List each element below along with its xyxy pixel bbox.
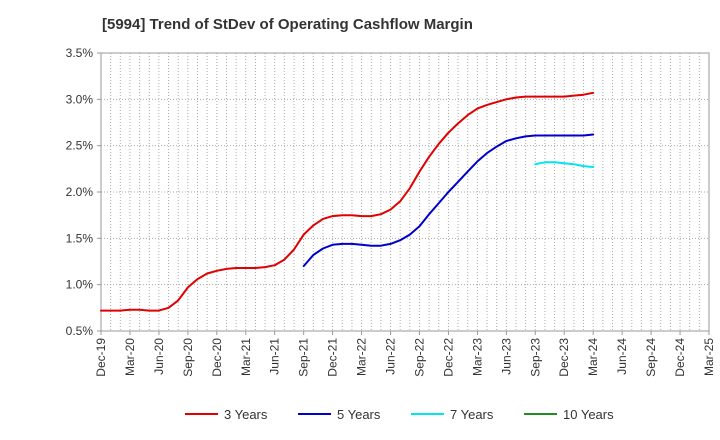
series-line-5-years <box>302 133 595 268</box>
y-tick-label: 2.5% <box>66 139 94 153</box>
y-tick-label: 2.0% <box>66 185 94 199</box>
grid <box>101 53 709 331</box>
x-tick-label: Mar-25 <box>702 338 716 376</box>
legend-label-5-years: 5 Years <box>337 407 381 422</box>
x-tick-label: Sep-21 <box>297 338 311 377</box>
x-tick-label: Sep-22 <box>412 338 426 377</box>
x-tick-label: Mar-22 <box>355 338 369 376</box>
legend: 3 Years 5 Years 7 Years 10 Years <box>185 407 614 422</box>
series-line-7-years <box>534 161 595 168</box>
x-tick-label: Dec-24 <box>673 338 687 377</box>
x-tick-label: Jun-20 <box>152 338 166 375</box>
x-tick-label: Jun-21 <box>268 338 282 375</box>
x-tick-label: Sep-24 <box>644 338 658 377</box>
y-axis: 0.5% 1.0% 1.5% 2.0% 2.5% 3.0% 3.5% <box>66 46 101 338</box>
x-tick-label: Dec-19 <box>94 338 108 377</box>
y-tick-label: 3.5% <box>66 46 94 60</box>
legend-label-3-years: 3 Years <box>224 407 268 422</box>
x-tick-label: Dec-20 <box>210 338 224 377</box>
series-lines <box>100 91 595 312</box>
legend-label-10-years: 10 Years <box>563 407 614 422</box>
y-tick-label: 1.0% <box>66 278 94 292</box>
x-tick-label: Mar-21 <box>239 338 253 376</box>
x-tick-label: Mar-24 <box>586 338 600 376</box>
x-axis: Dec-19 Mar-20 Jun-20 Sep-20 Dec-20 Mar-21 Jun-… <box>94 331 716 377</box>
x-tick-label: Jun-24 <box>615 338 629 375</box>
legend-label-7-years: 7 Years <box>450 407 494 422</box>
x-tick-label: Jun-23 <box>499 338 513 375</box>
x-tick-label: Mar-20 <box>123 338 137 376</box>
chart-title: [5994] Trend of StDev of Operating Cashf… <box>102 16 473 33</box>
x-tick-label: Dec-22 <box>441 338 455 377</box>
y-tick-label: 0.5% <box>66 324 94 338</box>
x-tick-label: Mar-23 <box>470 338 484 376</box>
y-tick-label: 3.0% <box>66 92 94 106</box>
y-tick-label: 1.5% <box>66 231 94 245</box>
x-tick-label: Dec-21 <box>326 338 340 377</box>
x-tick-label: Sep-20 <box>181 338 195 377</box>
x-tick-label: Dec-23 <box>557 338 571 377</box>
x-tick-label: Sep-23 <box>528 338 542 377</box>
x-tick-label: Jun-22 <box>384 338 398 375</box>
series-line-3-years <box>100 91 595 312</box>
